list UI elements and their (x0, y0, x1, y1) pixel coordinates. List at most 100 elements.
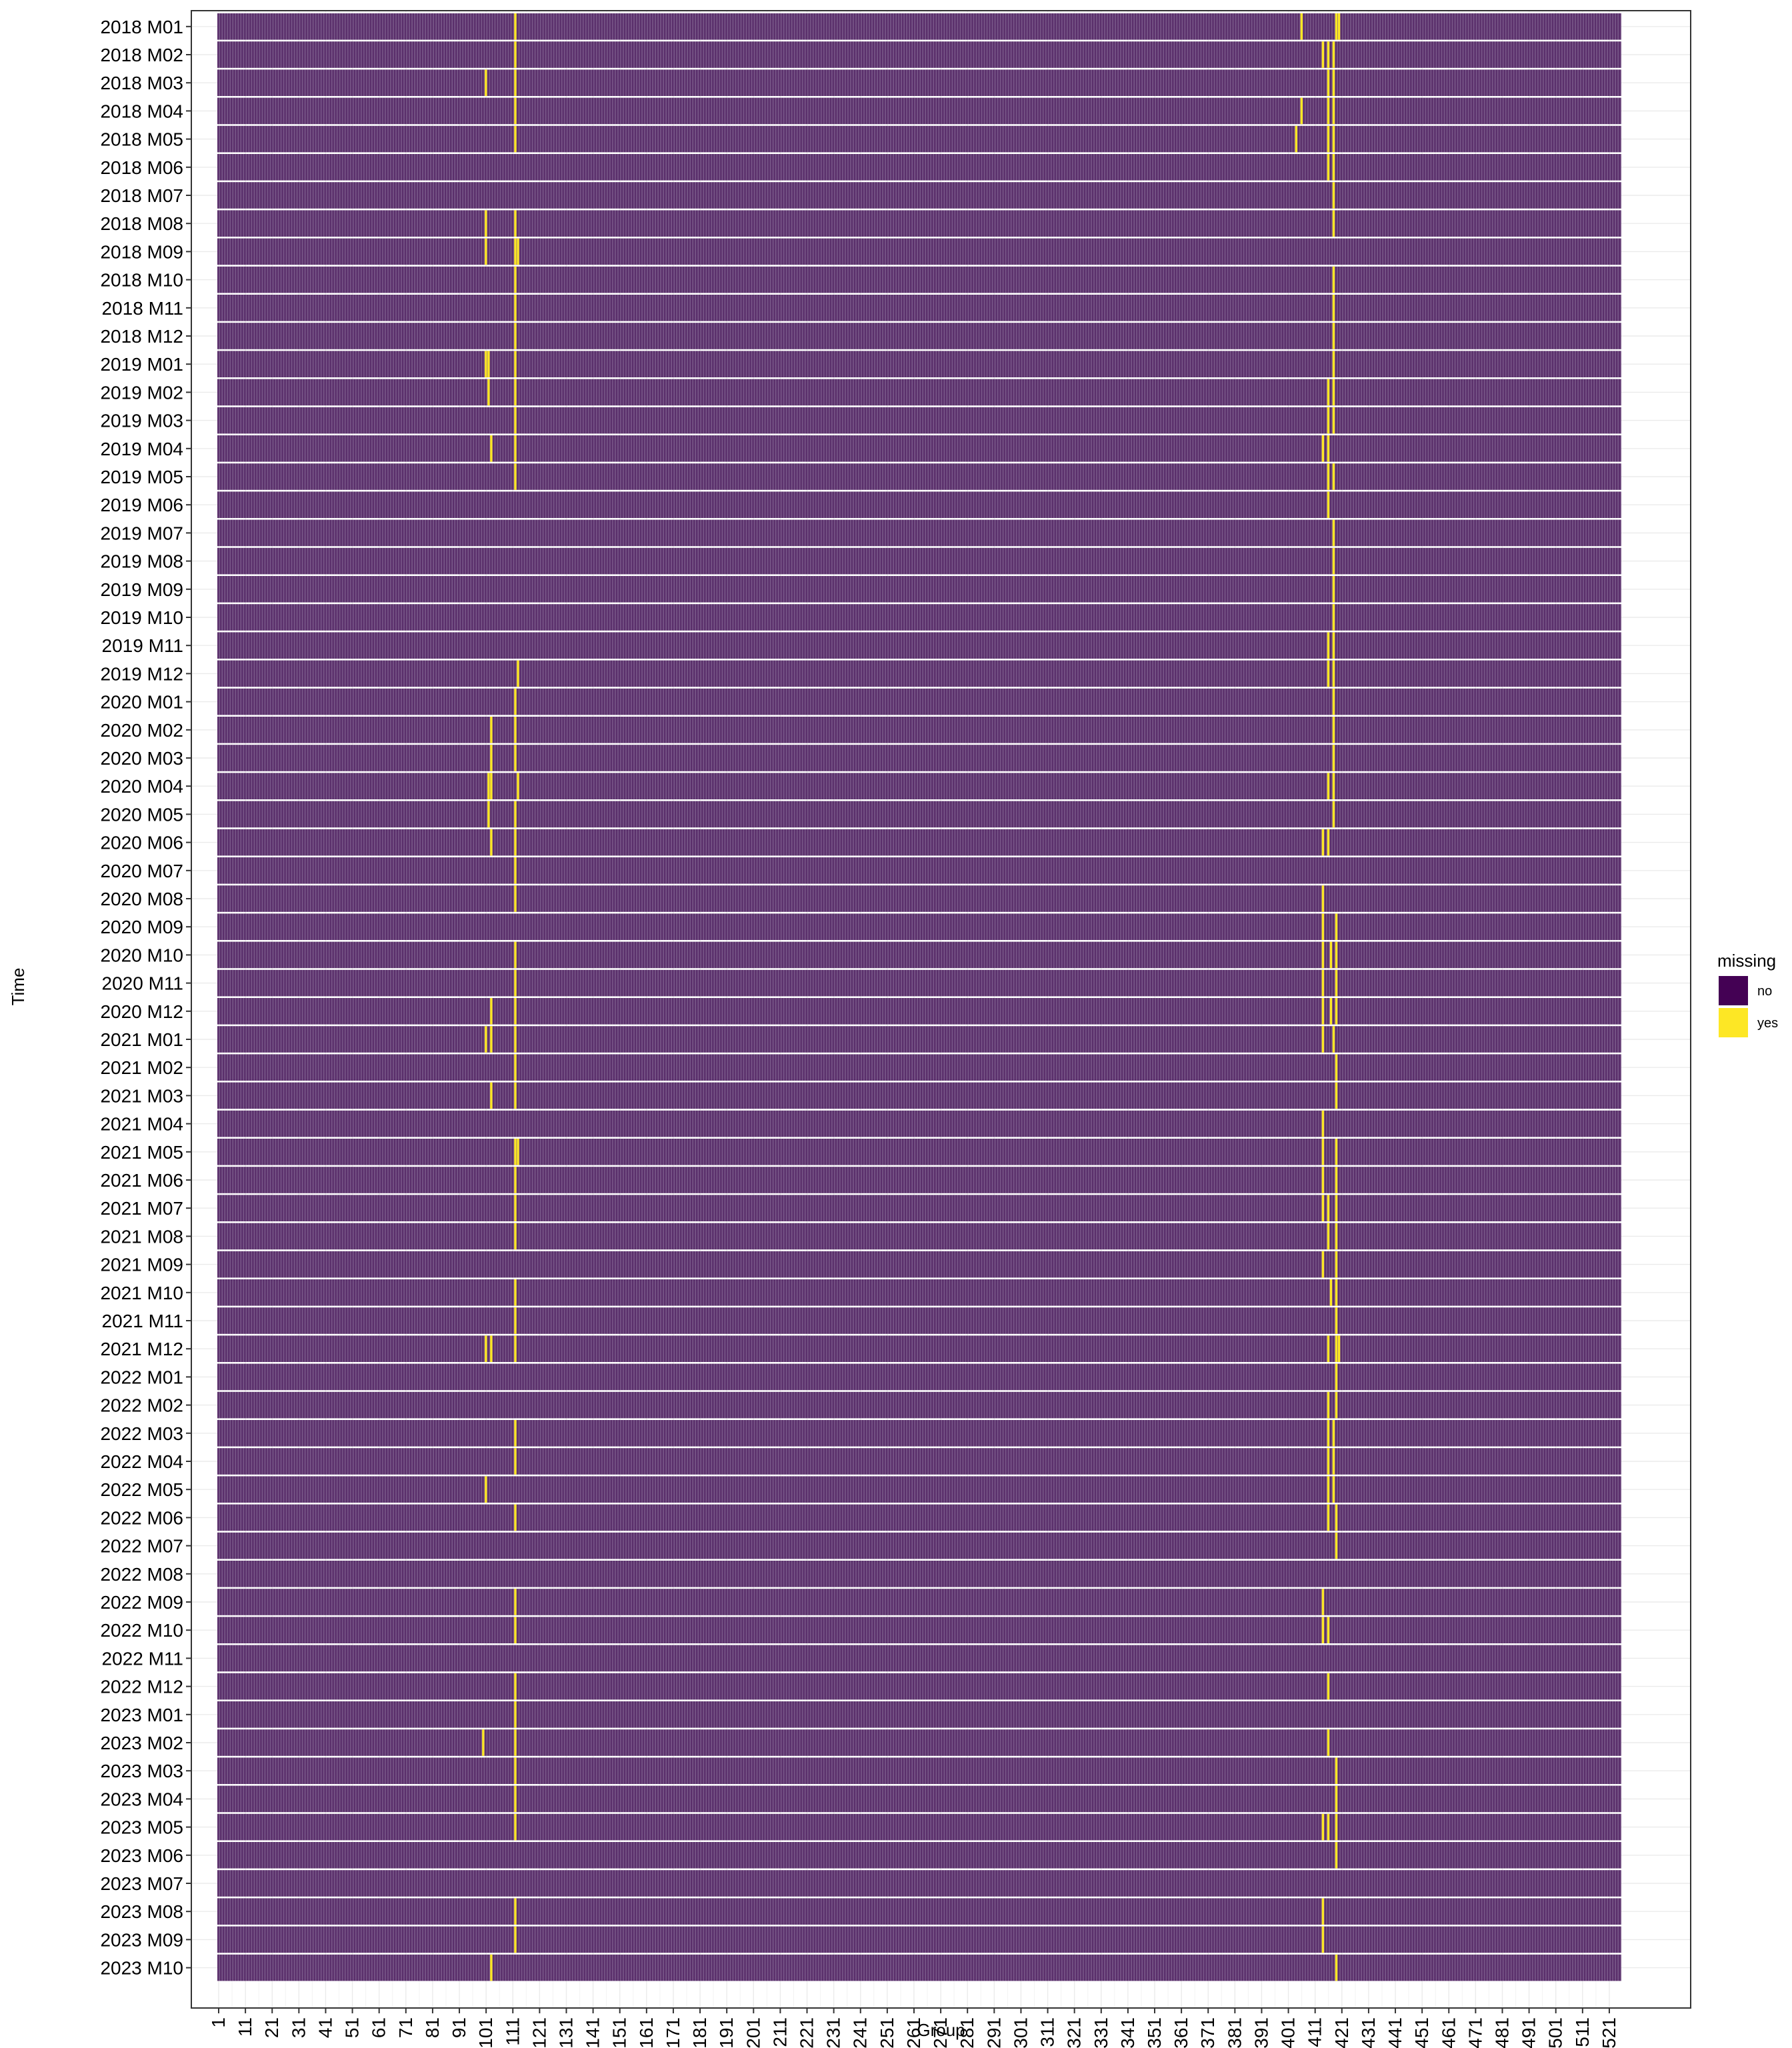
heatmap-row-tiles (217, 717, 1621, 743)
y-tick-label: 2022 M11 (102, 1648, 183, 1669)
x-tick-label: 461 (1438, 2017, 1459, 2048)
heatmap-row-tiles (217, 1926, 1621, 1953)
missing-cell (1329, 998, 1333, 1025)
x-tick-label: 211 (769, 2017, 790, 2047)
missing-cell (1332, 547, 1335, 575)
missing-cell (1332, 717, 1335, 743)
heatmap-row-tiles (217, 1757, 1621, 1784)
missing-cell (514, 463, 517, 490)
missing-cell (487, 379, 490, 406)
missing-cell (1335, 1223, 1338, 1250)
y-tick-label: 2022 M06 (100, 1507, 183, 1528)
missing-cell (514, 125, 517, 153)
legend-key-yes (1719, 1008, 1748, 1037)
y-tick-label: 2019 M07 (100, 523, 183, 543)
missing-cell (490, 1335, 493, 1362)
heatmap-row-tiles (217, 379, 1621, 406)
missing-cell (514, 1420, 517, 1447)
x-tick-label: 201 (743, 2017, 763, 2048)
missing-cell (1335, 1842, 1338, 1869)
missing-cell (1327, 154, 1330, 181)
y-tick-label: 2022 M04 (100, 1451, 183, 1472)
x-tick-label: 521 (1599, 2017, 1619, 2048)
missing-cell (514, 210, 517, 237)
missing-cell (1332, 182, 1335, 209)
y-tick-label: 2022 M08 (100, 1564, 183, 1585)
missing-cell (482, 1729, 485, 1756)
heatmap-row-tiles (217, 1842, 1621, 1869)
y-tick-label: 2023 M09 (100, 1929, 183, 1950)
heatmap-row-tiles (217, 969, 1621, 997)
missing-cell (514, 1898, 517, 1925)
missing-cell (1327, 125, 1330, 153)
missing-cell (1335, 1391, 1338, 1419)
x-tick-label: 321 (1064, 2017, 1085, 2048)
missing-cell (1321, 1139, 1325, 1165)
missing-cell (485, 351, 487, 377)
missing-cell (1332, 688, 1335, 715)
x-tick-label: 1 (208, 2017, 229, 2028)
missing-cell (1335, 1335, 1338, 1362)
x-tick-label: 391 (1251, 2017, 1271, 2048)
heatmap-row-tiles (217, 1476, 1621, 1503)
missing-cell (1332, 125, 1335, 153)
missing-cell (485, 1026, 487, 1053)
heatmap-row-tiles (217, 1898, 1621, 1925)
missing-cell (514, 829, 517, 856)
x-tick-label: 151 (609, 2017, 630, 2048)
missing-cell (1327, 97, 1330, 125)
y-tick-label: 2023 M04 (100, 1789, 183, 1809)
legend-label-yes: yes (1757, 1016, 1778, 1031)
heatmap-row-tiles (217, 1813, 1621, 1841)
heatmap-row-tiles (217, 1082, 1621, 1109)
y-tick-label: 2019 M05 (100, 467, 183, 487)
heatmap-row-tiles (217, 1279, 1621, 1306)
missing-cell (514, 435, 517, 462)
heatmap-row-tiles (217, 1870, 1621, 1897)
missing-cell (485, 238, 487, 265)
heatmap-row-tiles (217, 941, 1621, 969)
x-tick-label: 411 (1305, 2017, 1325, 2047)
missing-cell (1327, 463, 1330, 490)
heatmap-cells (217, 13, 1621, 1981)
missing-cell (1327, 1420, 1330, 1447)
y-tick-label: 2019 M04 (100, 439, 183, 459)
x-tick-label: 251 (877, 2017, 897, 2048)
x-tick-label: 31 (288, 2017, 309, 2038)
x-tick-label: 11 (235, 2017, 255, 2037)
y-tick-label: 2019 M10 (100, 607, 183, 628)
x-tick-label: 71 (395, 2017, 416, 2038)
heatmap-row-tiles (217, 1645, 1621, 1672)
x-tick-label: 431 (1358, 2017, 1379, 2048)
missing-cell (1327, 407, 1330, 434)
missing-cell (1327, 1391, 1330, 1419)
x-tick-label: 101 (475, 2017, 496, 2048)
missing-cell (514, 295, 517, 321)
x-tick-label: 121 (529, 2017, 549, 2048)
missing-cell (1332, 295, 1335, 321)
missing-cell (1335, 1307, 1338, 1334)
y-tick-label: 2020 M05 (100, 804, 183, 825)
heatmap-row-tiles (217, 885, 1621, 912)
missing-cell (1327, 1195, 1330, 1221)
missing-cell (1329, 941, 1333, 969)
heatmap-row-tiles (217, 154, 1621, 181)
heatmap-row-tiles (217, 1167, 1621, 1193)
legend-label-no: no (1757, 984, 1772, 999)
y-tick-label: 2023 M01 (100, 1705, 183, 1725)
heatmap-row-tiles (217, 1532, 1621, 1559)
y-tick-label: 2023 M07 (100, 1873, 183, 1894)
missing-cell (1321, 1617, 1325, 1643)
missing-cell (1327, 1335, 1330, 1362)
missing-cell (514, 323, 517, 349)
missing-cell (1332, 154, 1335, 181)
y-tick-label: 2022 M07 (100, 1536, 183, 1557)
missing-cell (514, 41, 517, 68)
missing-cell (1321, 941, 1325, 969)
y-tick-label: 2019 M06 (100, 495, 183, 515)
heatmap-row-tiles (217, 125, 1621, 153)
x-tick-label: 451 (1411, 2017, 1432, 2048)
missing-cell (485, 1335, 487, 1362)
missing-cell (1321, 1110, 1325, 1137)
missing-cell (514, 1701, 517, 1728)
